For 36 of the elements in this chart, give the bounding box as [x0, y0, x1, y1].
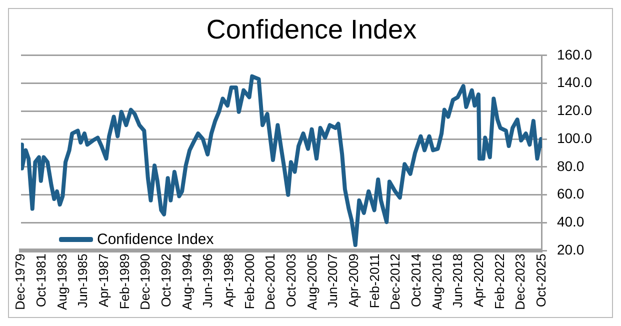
x-tick-label: Aug-1994 [179, 254, 194, 310]
x-tick-label: Feb-2022 [492, 254, 507, 310]
y-tick-label: 40.0 [556, 214, 584, 230]
chart-title: Confidence Index [206, 14, 418, 45]
x-tick-label: Oct-1981 [33, 254, 48, 308]
x-tick-label: Aug-2016 [429, 254, 444, 310]
x-tick-label: Jun-2007 [325, 254, 340, 308]
x-tick-label: Jun-2018 [450, 254, 466, 308]
legend-label: Confidence Index [97, 231, 214, 248]
y-tick-label: 80.0 [556, 158, 584, 174]
y-tick-label: 100.0 [556, 130, 592, 146]
x-tick-label: Aug-2005 [304, 254, 320, 310]
x-tick-label: Dec-2023 [512, 254, 528, 310]
x-tick-label: Feb-2000 [242, 254, 257, 310]
x-tick-label: Aug-1983 [54, 254, 70, 310]
x-tick-label: Oct-2025 [534, 254, 549, 308]
x-tick-label: Dec-1990 [138, 254, 153, 310]
x-tick-label: Oct-2003 [283, 254, 298, 308]
y-tick-label: 20.0 [556, 241, 584, 258]
x-tick-label: Feb-1989 [116, 254, 132, 310]
x-tick-label: Apr-1998 [220, 254, 236, 308]
x-tick-label: Jun-1985 [75, 254, 90, 308]
y-tick-label: 120.0 [556, 102, 592, 118]
x-tick-label: Apr-2020 [471, 254, 486, 308]
x-tick-label: Jun-1996 [200, 254, 216, 308]
x-tick-label: Feb-2011 [366, 254, 382, 308]
x-tick-label: Oct-2014 [408, 254, 424, 308]
x-tick-label: Apr-1987 [96, 254, 111, 308]
y-tick-label: 160.0 [556, 46, 592, 62]
y-tick-label: 140.0 [556, 74, 592, 90]
x-tick-label: Dec-2012 [388, 254, 403, 310]
y-tick-label: 60.0 [556, 186, 584, 202]
x-tick-label: Apr-2009 [346, 254, 361, 308]
x-tick-label: Dec-1979 [12, 254, 28, 310]
x-tick-label: Oct-1992 [158, 254, 174, 308]
x-tick-label: Dec-2001 [262, 254, 278, 310]
